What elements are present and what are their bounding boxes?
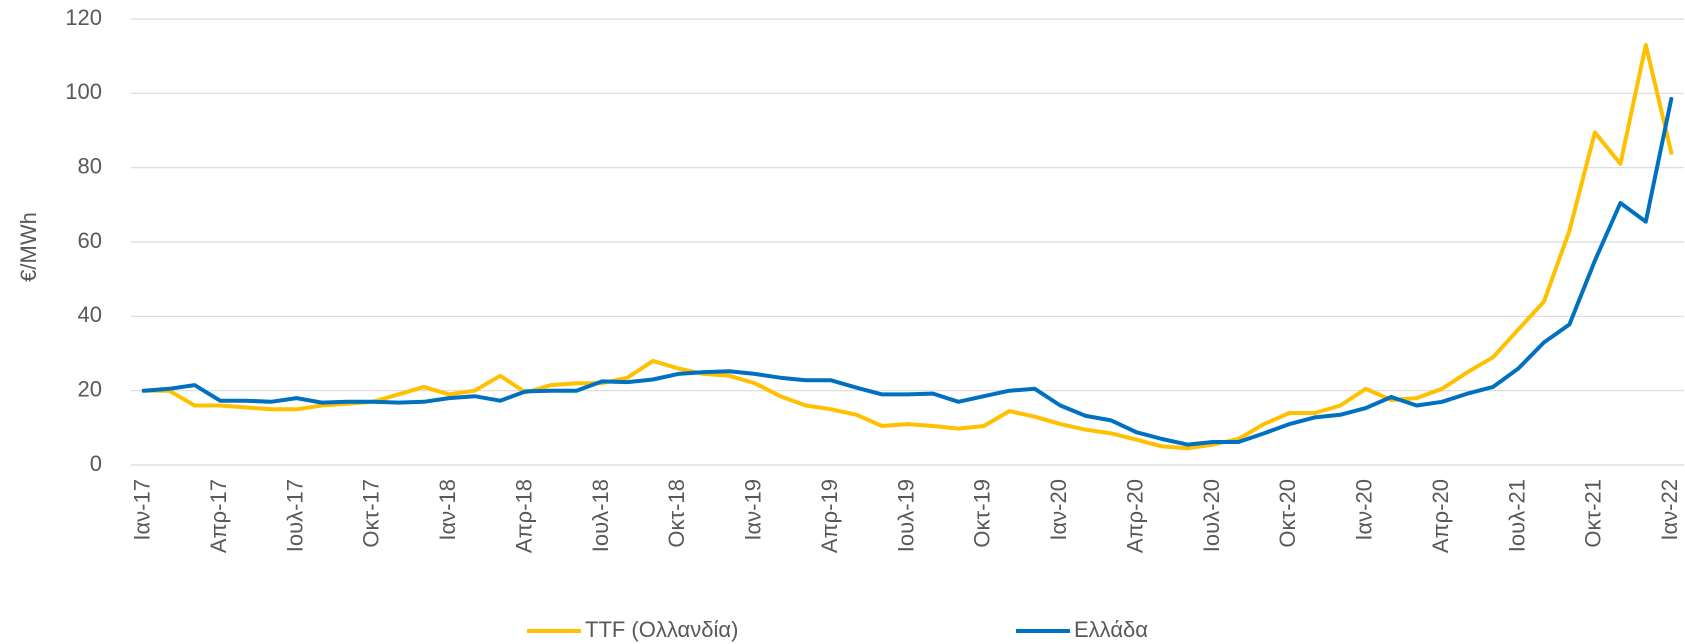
legend-label: Ελλάδα [1074,617,1148,642]
x-tick-label: Ιουλ-18 [588,479,613,552]
legend-label: TTF (Ολλανδία) [585,617,738,642]
x-tick-label: Απρ-20 [1428,479,1453,553]
y-tick-label: 40 [78,302,102,327]
x-tick-label: Ιαν-22 [1657,479,1682,541]
x-tick-label: Ιαν-19 [741,479,766,541]
x-tick-label: Ιαν-20 [1046,479,1071,541]
series-line [141,43,1674,451]
x-tick-label: Ιαν-17 [130,479,155,541]
x-tick-label: Οκτ-21 [1581,479,1606,548]
y-tick-label: 100 [65,79,102,104]
x-tick-label: Απρ-18 [511,479,536,553]
x-tick-label: Οκτ-20 [1275,479,1300,548]
y-axis-title: €/MWh [16,212,41,282]
x-tick-label: Οκτ-18 [664,479,689,548]
y-tick-label: 80 [78,153,102,178]
y-tick-label: 20 [78,376,102,401]
x-tick-label: Ιαν-20 [1352,479,1377,541]
x-tick-label: Ιουλ-17 [282,479,307,552]
x-tick-label: Ιουλ-20 [1199,479,1224,552]
x-tick-label: Απρ-17 [206,479,231,553]
x-tick-label: Απρ-20 [1122,479,1147,553]
x-tick-label: Ιουλ-21 [1504,479,1529,552]
y-tick-label: 120 [65,5,102,30]
series-line [141,96,1674,447]
y-tick-label: 60 [78,228,102,253]
x-tick-label: Οκτ-17 [359,479,384,548]
y-tick-label: 0 [90,451,102,476]
x-tick-label: Ιουλ-19 [893,479,918,552]
x-tick-label: Οκτ-19 [970,479,995,548]
x-tick-label: Απρ-19 [817,479,842,553]
x-tick-label: Ιαν-18 [435,479,460,541]
